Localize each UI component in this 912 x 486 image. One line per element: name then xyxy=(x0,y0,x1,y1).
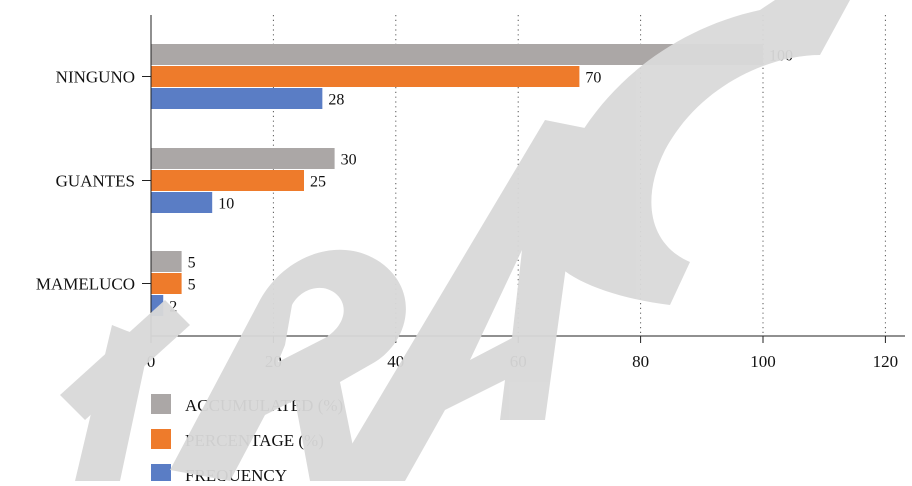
legend-label-2: FREQUENCY xyxy=(185,466,287,481)
bar-ninguno-series-2 xyxy=(151,88,323,109)
legend-swatch-1 xyxy=(151,429,171,449)
bar-guantes-series-1 xyxy=(151,170,304,191)
bar-mameluco-series-0 xyxy=(151,251,182,272)
category-label-mameluco: MAMELUCO xyxy=(36,275,135,294)
bar-guantes-series-0 xyxy=(151,148,335,169)
category-label-ninguno: NINGUNO xyxy=(56,68,135,87)
x-tick-label-0: 0 xyxy=(147,352,156,371)
x-tick-label-80: 80 xyxy=(632,352,649,371)
x-tick-label-20: 20 xyxy=(265,352,282,371)
bar-ninguno-series-1 xyxy=(151,66,580,87)
bar-value-label: 100 xyxy=(769,48,793,65)
x-tick-label-40: 40 xyxy=(387,352,404,371)
bar-value-label: 28 xyxy=(328,92,344,109)
bar-mameluco-series-2 xyxy=(151,295,164,316)
bar-value-label: 25 xyxy=(310,174,326,191)
bar-guantes-series-2 xyxy=(151,192,213,213)
x-tick-label-100: 100 xyxy=(750,352,776,371)
bar-value-label: 5 xyxy=(188,255,196,272)
bar-mameluco-series-1 xyxy=(151,273,182,294)
bar-value-label: 10 xyxy=(218,196,234,213)
bar-value-label: 5 xyxy=(188,277,196,294)
bar-ninguno-series-0 xyxy=(151,44,763,65)
bar-value-label: 2 xyxy=(169,299,177,316)
bar-value-label: 30 xyxy=(341,152,357,169)
legend: ACCUMULATED (%) PERCENTAGE (%) FREQUENCY xyxy=(151,394,343,485)
legend-swatch-2 xyxy=(151,464,171,484)
legend-label-0: ACCUMULATED (%) xyxy=(185,396,343,415)
legend-swatch-0 xyxy=(151,394,171,414)
x-tick-label-120: 120 xyxy=(873,352,899,371)
legend-label-1: PERCENTAGE (%) xyxy=(185,431,324,450)
category-label-guantes: GUANTES xyxy=(56,172,135,191)
bar-value-label: 70 xyxy=(585,70,601,87)
x-tick-label-60: 60 xyxy=(510,352,527,371)
